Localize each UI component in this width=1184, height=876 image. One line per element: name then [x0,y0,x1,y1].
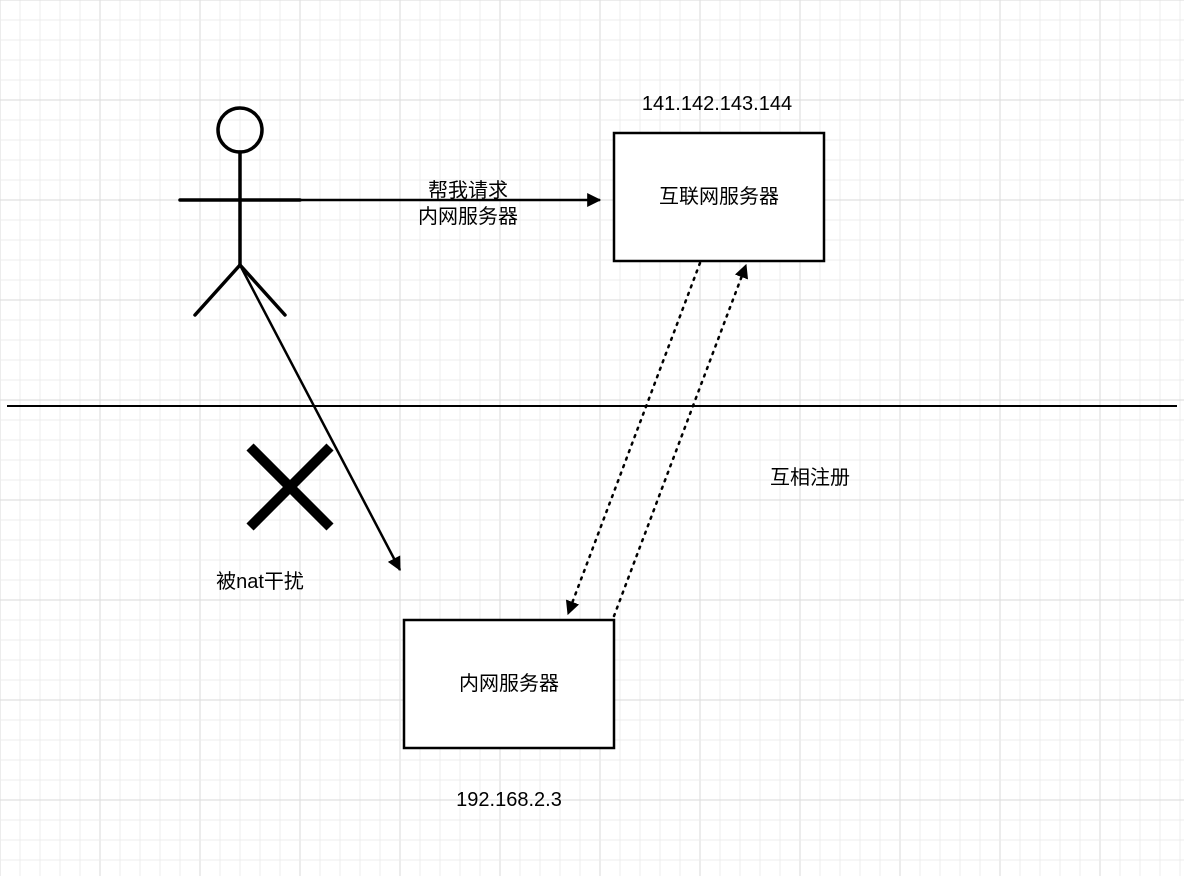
internet-server-node-label: 互联网服务器 [659,185,779,208]
register-edge-label: 互相注册 [770,466,850,489]
intranet-server-node-label: 内网服务器 [459,672,559,695]
intranet-server-node-ip: 192.168.2.3 [456,789,562,811]
blocked-edge-label: 被nat干扰 [216,570,304,593]
internet-server-node-ip: 141.142.143.144 [642,93,792,115]
